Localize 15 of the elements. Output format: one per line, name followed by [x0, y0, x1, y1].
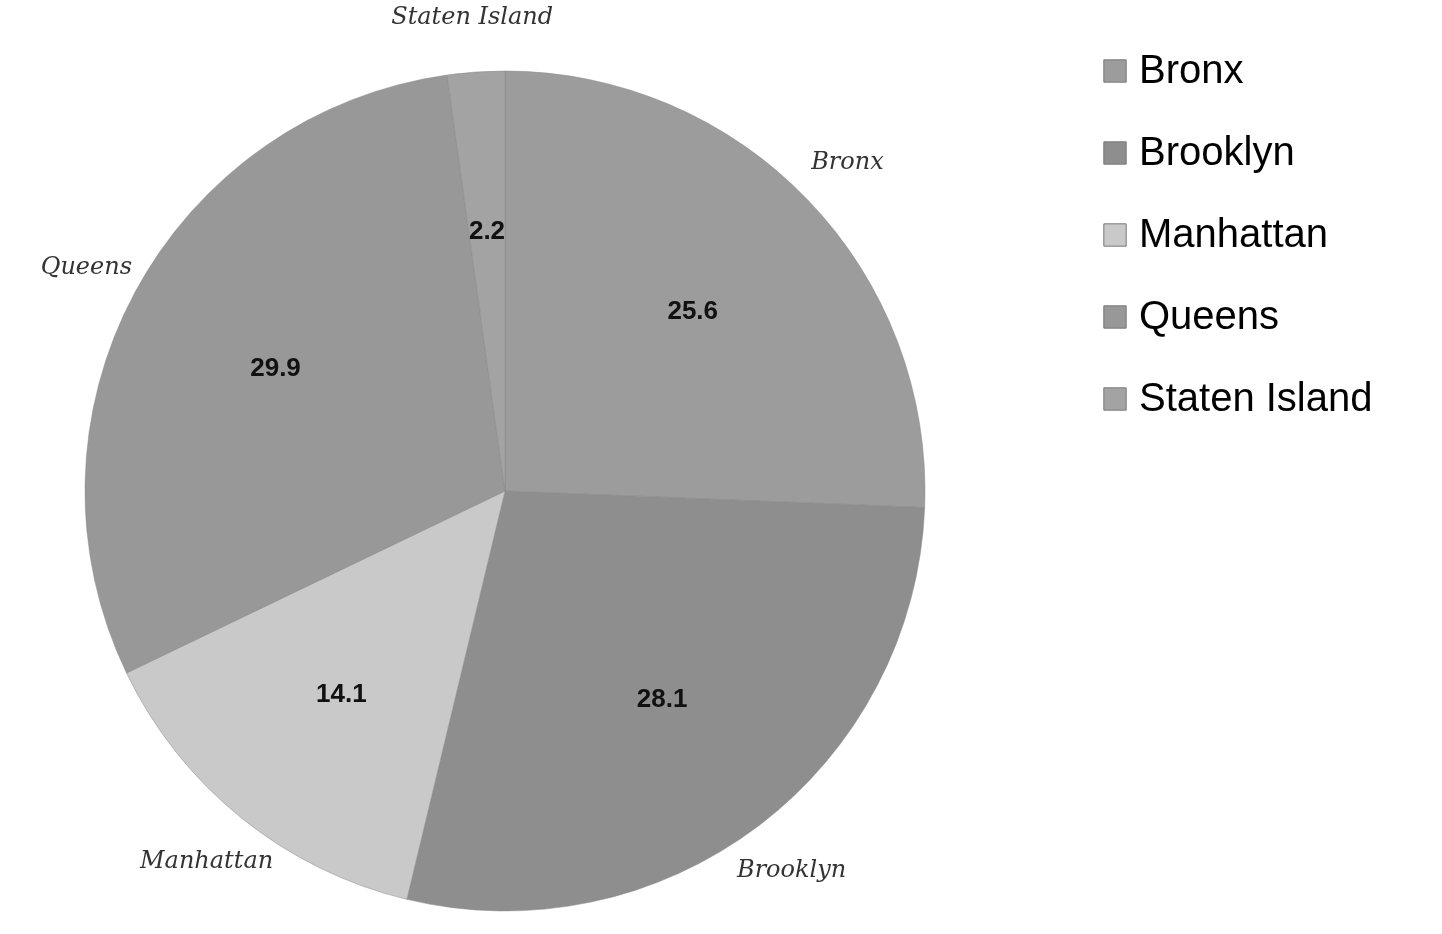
slice-label: Queens [40, 251, 133, 280]
data-label: 28.1 [636, 682, 688, 713]
slice-label: Bronx [810, 146, 885, 175]
data-label: 29.9 [250, 351, 301, 382]
data-label: 14.1 [316, 677, 367, 708]
legend-label: Staten Island [1139, 375, 1373, 419]
legend-label: Manhattan [1139, 211, 1329, 255]
data-label: 25.6 [667, 294, 719, 325]
legend-label: Bronx [1139, 47, 1244, 91]
slice-label: Staten Island [391, 2, 554, 31]
legend-label: Brooklyn [1139, 129, 1295, 173]
slice-label: Brooklyn [736, 854, 847, 883]
legend-label: Queens [1139, 293, 1280, 337]
slice-label: Manhattan [139, 845, 274, 874]
data-label: 2.2 [468, 215, 506, 246]
